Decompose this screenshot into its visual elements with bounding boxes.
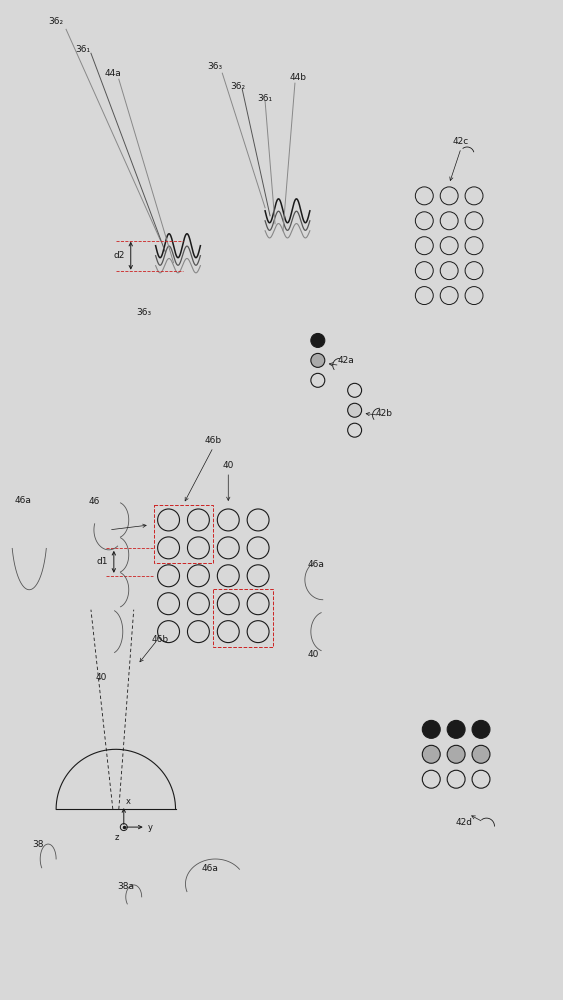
Text: 36₁: 36₁ bbox=[257, 94, 272, 103]
Circle shape bbox=[422, 720, 440, 738]
Text: 46a: 46a bbox=[307, 560, 324, 569]
Text: 42d: 42d bbox=[455, 818, 472, 827]
Circle shape bbox=[422, 745, 440, 763]
Circle shape bbox=[311, 353, 325, 367]
Text: 42a: 42a bbox=[337, 356, 354, 365]
Text: y: y bbox=[148, 823, 153, 832]
Text: z: z bbox=[115, 833, 119, 842]
Circle shape bbox=[472, 745, 490, 763]
Text: 38a: 38a bbox=[117, 882, 134, 891]
Bar bbox=[213, 589, 273, 647]
Text: 36₁: 36₁ bbox=[75, 45, 91, 54]
Text: d2: d2 bbox=[113, 251, 124, 260]
Circle shape bbox=[348, 403, 361, 417]
Text: 46b: 46b bbox=[152, 635, 169, 644]
Text: 36₂: 36₂ bbox=[231, 82, 246, 91]
Text: 46a: 46a bbox=[202, 864, 219, 873]
Text: 46a: 46a bbox=[15, 496, 32, 505]
Text: 42c: 42c bbox=[453, 136, 469, 145]
Text: d1: d1 bbox=[96, 557, 108, 566]
Text: 36₂: 36₂ bbox=[48, 17, 64, 26]
Circle shape bbox=[447, 720, 465, 738]
Text: 38: 38 bbox=[33, 840, 44, 849]
Text: 44a: 44a bbox=[105, 69, 121, 78]
Text: 42b: 42b bbox=[376, 409, 393, 418]
Circle shape bbox=[447, 745, 465, 763]
Text: x: x bbox=[125, 797, 130, 806]
Circle shape bbox=[311, 333, 325, 347]
Text: 40: 40 bbox=[95, 673, 106, 682]
Circle shape bbox=[472, 720, 490, 738]
Text: 36₃: 36₃ bbox=[208, 62, 223, 71]
Text: 40: 40 bbox=[307, 650, 319, 659]
Text: 46b: 46b bbox=[205, 436, 222, 445]
Text: 46: 46 bbox=[88, 497, 100, 506]
Text: 44b: 44b bbox=[289, 73, 306, 82]
Text: 40: 40 bbox=[222, 461, 234, 470]
Bar bbox=[154, 505, 213, 563]
Text: 36₃: 36₃ bbox=[136, 308, 151, 317]
